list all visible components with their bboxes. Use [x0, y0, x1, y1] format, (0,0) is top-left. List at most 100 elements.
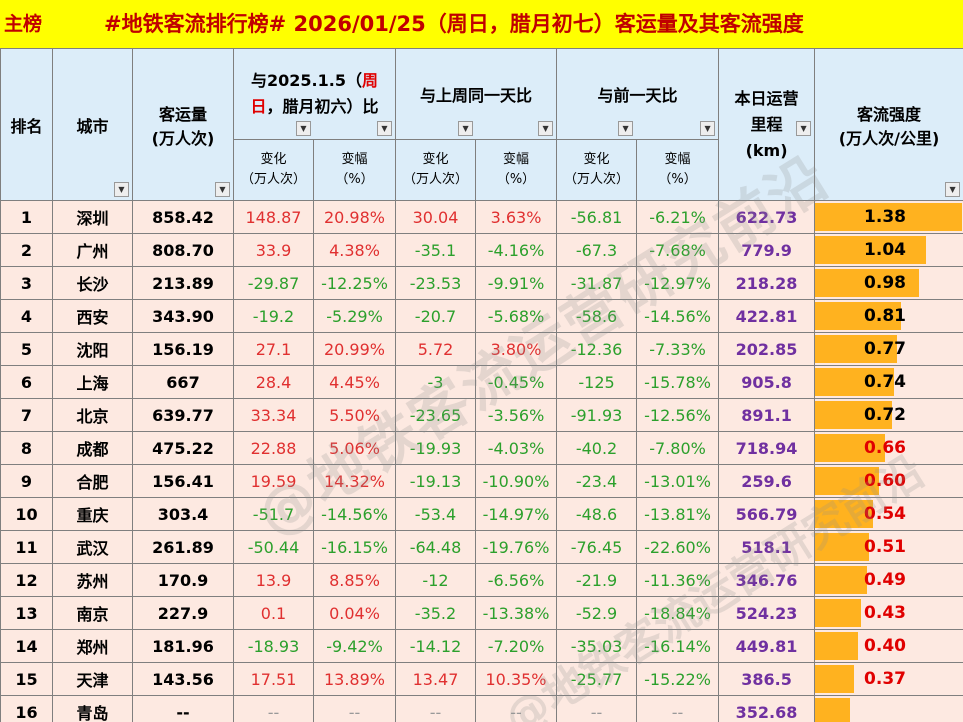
change-vs-prev-cell: -23.4: [556, 464, 638, 498]
city-cell: 青岛: [52, 695, 133, 722]
intensity-bar: [815, 236, 927, 264]
table-row[interactable]: 14 郑州 181.96 -18.93 -9.42% -14.12 -7.20% -35.03…: [0, 629, 963, 663]
volume-cell: 143.56: [132, 662, 234, 696]
table-row[interactable]: 12 苏州 170.9 13.9 8.85% -12 -6.56% -21.9 -11.36% 3…: [0, 563, 963, 597]
city-cell: 长沙: [52, 266, 133, 300]
intensity-value: 0.81: [864, 306, 906, 326]
rank-cell: 3: [0, 266, 53, 300]
mileage-cell: 449.81: [718, 629, 816, 663]
mileage-cell: 422.81: [718, 299, 816, 333]
header-intensity[interactable]: 客流强度 (万人次/公里) ▼: [814, 48, 963, 201]
header-change-label: 变化: [260, 152, 287, 167]
table-row[interactable]: 4 西安 343.90 -19.2 -5.29% -20.7 -5.68% -58.6 -14.…: [0, 299, 963, 333]
table-row[interactable]: 1 深圳 858.42 148.87 20.98% 30.04 3.63% -56.81 -6.…: [0, 200, 963, 234]
pct-vs-date-cell: 4.38%: [313, 233, 396, 267]
change-vs-date-cell: -51.7: [233, 497, 314, 531]
table-row[interactable]: 15 天津 143.56 17.51 13.89% 13.47 10.35% -25.77 -1…: [0, 662, 963, 696]
header-cmp-date-red2: 日: [250, 97, 267, 116]
header-city[interactable]: 城市 ▼: [52, 48, 133, 201]
dropdown-filter-icon[interactable]: ▼: [215, 182, 230, 197]
change-vs-date-cell: 33.34: [233, 398, 314, 432]
page-title: #地铁客流排行榜# 2026/01/25（周日，腊月初七）客运量及其客流强度: [104, 12, 804, 36]
header-cmp-week-label: 与上周同一天比: [420, 86, 533, 105]
pct-vs-date-cell: -9.42%: [313, 629, 396, 663]
pct-vs-date-cell: 20.98%: [313, 200, 396, 234]
intensity-value: 0.72: [864, 405, 906, 425]
table-row[interactable]: 2 广州 808.70 33.9 4.38% -35.1 -4.16% -67.3 -7.68%…: [0, 233, 963, 267]
pct-vs-week-cell: 3.63%: [474, 200, 558, 234]
rank-cell: 10: [0, 497, 53, 531]
change-vs-date-cell: -19.2: [233, 299, 314, 333]
intensity-bar: [815, 599, 862, 627]
rank-cell: 6: [0, 365, 53, 399]
pct-vs-date-cell: 5.50%: [313, 398, 396, 432]
dropdown-filter-icon[interactable]: ▼: [538, 121, 554, 136]
header-cmp-date-pre: 与2025.1.5（: [251, 71, 362, 90]
intensity-cell: 0.54: [814, 497, 963, 531]
table-row[interactable]: 9 合肥 156.41 19.59 14.32% -19.13 -10.90% -23.4 -1…: [0, 464, 963, 498]
table-row[interactable]: 7 北京 639.77 33.34 5.50% -23.65 -3.56% -91.93 -12…: [0, 398, 963, 432]
dropdown-filter-icon[interactable]: ▼: [296, 121, 311, 136]
pct-vs-date-cell: 4.45%: [313, 365, 396, 399]
table-row[interactable]: 13 南京 227.9 0.1 0.04% -35.2 -13.38% -52.9 -18.84…: [0, 596, 963, 630]
header-mileage[interactable]: 本日运营 里程 (km) ▼: [718, 48, 816, 201]
pct-vs-week-cell: -7.20%: [474, 629, 558, 663]
change-vs-prev-cell: -52.9: [556, 596, 638, 630]
header-cmp-week[interactable]: 与上周同一天比 ▼ ▼: [394, 48, 558, 140]
change-vs-week-cell: --: [395, 695, 476, 722]
change-vs-date-cell: -50.44: [233, 530, 314, 564]
pct-vs-week-cell: -3.56%: [474, 398, 558, 432]
header-cmp-prev[interactable]: 与前一天比 ▼ ▼: [556, 48, 720, 140]
city-cell: 西安: [52, 299, 133, 333]
change-vs-week-cell: -53.4: [395, 497, 476, 531]
volume-cell: 227.9: [132, 596, 234, 630]
change-vs-prev-cell: -125: [556, 365, 638, 399]
pct-vs-prev-cell: -7.68%: [636, 233, 720, 267]
header-volume-line1: 客运量: [158, 104, 207, 124]
pct-vs-date-cell: -5.29%: [313, 299, 396, 333]
pct-vs-prev-cell: -13.01%: [636, 464, 720, 498]
table-row[interactable]: 10 重庆 303.4 -51.7 -14.56% -53.4 -14.97% -48.6 -1…: [0, 497, 963, 531]
pct-vs-prev-cell: -22.60%: [636, 530, 720, 564]
pct-vs-prev-cell: -15.78%: [636, 365, 720, 399]
intensity-value: 0.60: [864, 471, 906, 491]
table-row[interactable]: 8 成都 475.22 22.88 5.06% -19.93 -4.03% -40.2 -7.8…: [0, 431, 963, 465]
header-cmp-date[interactable]: 与2025.1.5（周 日，腊月初六）比 ▼ ▼: [233, 48, 396, 140]
ranking-table: 排名 城市 ▼ 客运量 (万人次) ▼ 与2025.1.5（周 日，腊月初六）比 …: [0, 48, 963, 722]
volume-cell: 170.9: [132, 563, 234, 597]
volume-cell: 343.90: [132, 299, 234, 333]
change-vs-prev-cell: --: [556, 695, 638, 722]
rank-cell: 9: [0, 464, 53, 498]
change-vs-date-cell: 33.9: [233, 233, 314, 267]
dropdown-filter-icon[interactable]: ▼: [796, 121, 812, 136]
table-row[interactable]: 11 武汉 261.89 -50.44 -16.15% -64.48 -19.76% -76.…: [0, 530, 963, 564]
table-row[interactable]: 6 上海 667 28.4 4.45% -3 -0.45% -125 -15.78% 905.8 0…: [0, 365, 963, 399]
pct-vs-prev-cell: -6.21%: [636, 200, 720, 234]
header-pct-1: 变幅 （%）: [313, 139, 396, 201]
intensity-bar: [815, 335, 898, 363]
pct-vs-week-cell: -5.68%: [474, 299, 558, 333]
dropdown-filter-icon[interactable]: ▼: [945, 182, 961, 197]
header-mileage-line1: 本日运营: [734, 88, 799, 108]
rank-cell: 11: [0, 530, 53, 564]
table-row[interactable]: 16 青岛 -- -- -- -- -- -- -- 352.68: [0, 695, 963, 722]
change-vs-date-cell: 13.9: [233, 563, 314, 597]
table-row[interactable]: 5 沈阳 156.19 27.1 20.99% 5.72 3.80% -12.36 -7.33%…: [0, 332, 963, 366]
volume-cell: 181.96: [132, 629, 234, 663]
intensity-value: 0.43: [864, 603, 906, 623]
table-row[interactable]: 3 长沙 213.89 -29.87 -12.25% -23.53 -9.91% -31.87…: [0, 266, 963, 300]
change-vs-date-cell: 28.4: [233, 365, 314, 399]
rank-cell: 1: [0, 200, 53, 234]
change-vs-week-cell: -14.12: [395, 629, 476, 663]
pct-vs-week-cell: 10.35%: [474, 662, 558, 696]
intensity-cell: [814, 695, 963, 722]
dropdown-filter-icon[interactable]: ▼: [458, 121, 474, 136]
intensity-bar: [815, 467, 880, 495]
dropdown-filter-icon[interactable]: ▼: [700, 121, 716, 136]
dropdown-filter-icon[interactable]: ▼: [618, 121, 634, 136]
city-cell: 成都: [52, 431, 133, 465]
dropdown-filter-icon[interactable]: ▼: [114, 182, 129, 197]
header-volume[interactable]: 客运量 (万人次) ▼: [132, 48, 234, 201]
dropdown-filter-icon[interactable]: ▼: [377, 121, 392, 136]
city-cell: 重庆: [52, 497, 133, 531]
